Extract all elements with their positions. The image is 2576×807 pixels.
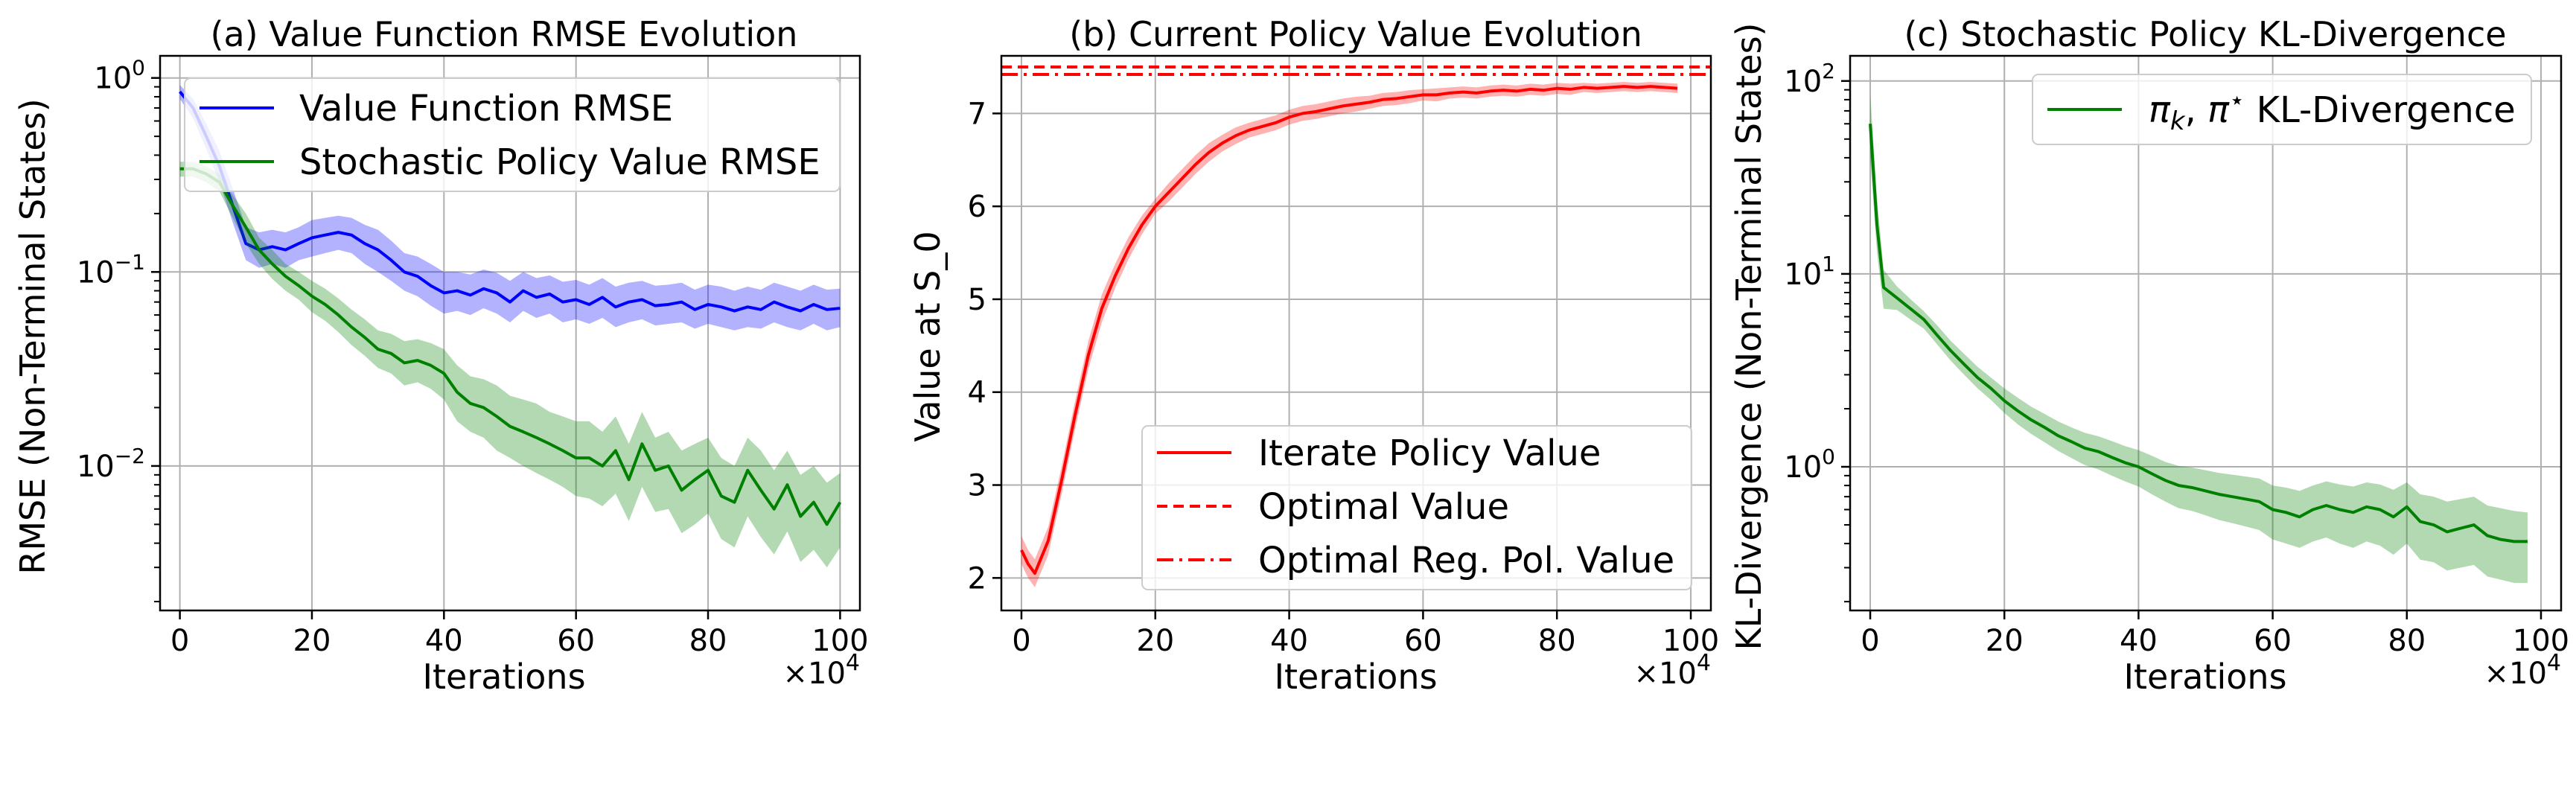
series-line — [179, 90, 841, 313]
legend-label-optimal-value: Optimal Value — [1258, 486, 1509, 528]
y-tick-base: 10 — [1784, 258, 1822, 292]
y-tick-label: 7 — [968, 97, 986, 131]
x-tick-label: 60 — [557, 624, 595, 658]
y-tick-label: 100 — [94, 56, 145, 96]
y-tick-exponent: 2 — [1822, 59, 1835, 83]
y-tick-label: 10−1 — [77, 249, 145, 290]
plot-frame — [159, 54, 861, 612]
y-tick-exponent: −1 — [115, 249, 145, 274]
panel-kl-divergence: (c) Stochastic Policy KL-Divergence KL-D… — [1729, 14, 2569, 697]
y-tick-label: 4 — [968, 376, 986, 410]
x-tick-label: 60 — [1404, 624, 1442, 658]
legend-kl-text: KL-Divergence — [2245, 89, 2515, 131]
series-line — [1869, 124, 2528, 543]
plot-frame — [1000, 54, 1712, 612]
pi-k-symbol: π — [2149, 89, 2171, 131]
y-tick-label: 101 — [1784, 252, 1835, 292]
legend-label-optimal-reg-pol-value: Optimal Reg. Pol. Value — [1258, 540, 1674, 581]
series-line — [1020, 85, 1678, 575]
chart-title: (a) Value Function RMSE Evolution — [211, 14, 798, 54]
x-tick-label: 40 — [425, 624, 463, 658]
legend: Value Function RMSE Stochastic Policy Va… — [184, 77, 841, 192]
legend-frame — [1141, 425, 1692, 590]
legend: πk, π⋆ KL-Divergence — [2032, 74, 2532, 145]
x-tick-label: 0 — [1012, 624, 1030, 658]
y-tick-exponent: 0 — [132, 56, 145, 80]
pi-star-symbol: π — [2207, 89, 2230, 131]
y-tick-exponent: 1 — [1822, 252, 1835, 276]
legend-label-stochastic-policy-value-rmse: Stochastic Policy Value RMSE — [299, 141, 820, 183]
legend-label-value-function-rmse: Value Function RMSE — [299, 88, 673, 130]
y-tick-label: 100 — [1784, 444, 1835, 485]
legend: Iterate Policy Value Optimal Value Optim… — [1141, 425, 1692, 590]
y-tick-base: 10 — [1784, 65, 1822, 99]
x-multiplier-exponent: 4 — [2547, 650, 2561, 676]
x-axis-label: Iterations — [2123, 657, 2286, 697]
legend-comma: , — [2185, 89, 2208, 131]
y-tick-label: 2 — [968, 561, 986, 596]
panel-policy-value: (b) Current Policy Value Evolution Value… — [908, 14, 1719, 697]
y-tick-exponent: −2 — [115, 444, 145, 468]
x-tick-label: 100 — [1662, 624, 1719, 658]
y-tick-label: 6 — [968, 190, 986, 224]
y-tick-label: 3 — [968, 469, 986, 503]
x-axis-label: Iterations — [1274, 657, 1437, 697]
x-tick-label: 100 — [812, 624, 868, 658]
x-tick-label: 0 — [170, 624, 189, 658]
y-tick-base: 10 — [94, 62, 132, 96]
x-tick-label: 60 — [2254, 624, 2292, 658]
x-tick-label: 20 — [1136, 624, 1174, 658]
y-tick-label: 10−2 — [77, 444, 145, 484]
y-tick-base: 10 — [1784, 450, 1822, 485]
chart-title: (b) Current Policy Value Evolution — [1069, 14, 1642, 54]
plot-frame — [1849, 54, 2563, 612]
x-tick-label: 20 — [293, 624, 331, 658]
x-tick-label: 20 — [1986, 624, 2024, 658]
chart-title: (c) Stochastic Policy KL-Divergence — [1904, 14, 2506, 54]
confidence-band — [179, 162, 841, 568]
y-tick-label: 102 — [1784, 59, 1835, 99]
panel-value-rmse: (a) Value Function RMSE Evolution RMSE (… — [13, 14, 869, 697]
x-axis-label: Iterations — [422, 657, 585, 697]
y-tick-label: 5 — [968, 283, 986, 317]
x-tick-label: 0 — [1861, 624, 1879, 658]
x-tick-label: 40 — [2120, 624, 2158, 658]
x-multiplier-exponent: 4 — [846, 650, 860, 676]
y-axis-label: KL-Divergence (Non-Terminal States) — [1729, 22, 1769, 650]
x-multiplier: ×104 — [782, 650, 860, 691]
pi-k-subscript: k — [2170, 106, 2186, 136]
confidence-band — [179, 85, 841, 331]
y-axis-label: Value at S_0 — [908, 231, 948, 441]
pi-star-superscript: ⋆ — [2229, 86, 2245, 115]
series-line — [179, 167, 842, 526]
legend-label-kl-divergence: πk, π⋆ KL-Divergence — [2149, 86, 2516, 136]
legend-frame — [2032, 74, 2532, 145]
legend-frame — [184, 77, 841, 192]
x-tick-label: 100 — [2513, 624, 2569, 658]
y-axis-label: RMSE (Non-Terminal States) — [13, 98, 53, 574]
x-tick-label: 40 — [1270, 624, 1308, 658]
y-tick-exponent: 0 — [1822, 444, 1835, 469]
legend-label-iterate-policy-value: Iterate Policy Value — [1258, 433, 1601, 474]
x-multiplier-exponent: 4 — [1697, 650, 1711, 676]
x-tick-label: 80 — [689, 624, 727, 658]
y-tick-base: 10 — [77, 450, 115, 484]
x-tick-label: 80 — [2388, 624, 2426, 658]
confidence-band — [1870, 95, 2528, 584]
x-tick-label: 80 — [1538, 624, 1576, 658]
y-tick-base: 10 — [77, 255, 115, 290]
